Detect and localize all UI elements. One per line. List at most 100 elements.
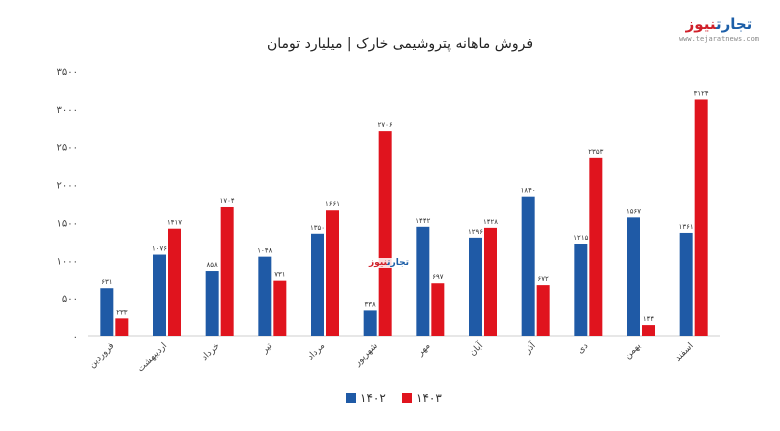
data-label: ۱۶۶۱ <box>325 200 340 208</box>
bar-1402 <box>679 232 693 336</box>
y-tick-label: ۱۰۰۰ <box>57 256 78 267</box>
data-label: ۶۷۲ <box>538 275 550 283</box>
chart-title: فروش ماهانه پتروشیمی خارک | میلیارد توما… <box>267 36 533 52</box>
x-tick-label: فروردین <box>87 341 116 370</box>
category-group: ۱۴۴۲ ۶۹۷ مهر <box>415 217 445 359</box>
bar-1402 <box>574 244 588 336</box>
data-label: ۸۵۸ <box>207 261 219 269</box>
data-label: ۱۰۷۶ <box>152 245 167 253</box>
y-tick-label: ۰ <box>73 332 78 343</box>
watermark-part-a: تجارت <box>387 258 409 268</box>
y-tick-label: ۳۵۰۰ <box>57 67 78 78</box>
brand-logo-part-a: تجارت <box>715 15 753 33</box>
bar-1403 <box>694 99 708 337</box>
x-tick-label: آبان <box>466 339 485 358</box>
legend-label: ۱۴۰۲ <box>360 391 386 405</box>
bar-1403 <box>484 227 497 336</box>
data-label: ۱۲۱۵ <box>573 234 588 242</box>
x-tick-label: مرداد <box>306 341 328 363</box>
category-group: ۱۳۵۰ ۱۶۶۱ مرداد <box>306 200 340 362</box>
bar-1403 <box>642 325 655 336</box>
category-group: ۶۳۱ ۲۳۳ فروردین <box>87 278 129 370</box>
data-label: ۳۱۲۴ <box>694 89 709 97</box>
category-group: ۱۵۶۷ ۱۴۴ بهمن <box>623 207 655 361</box>
brand-logo-part-b: نیوز <box>685 15 716 33</box>
bar-1402 <box>469 237 482 336</box>
x-tick-label: بهمن <box>623 341 643 361</box>
legend-label: ۱۴۰۳ <box>416 391 442 405</box>
bar-1403 <box>326 210 339 336</box>
bar-1402 <box>258 256 272 336</box>
data-label: ۱۴۴ <box>643 315 655 323</box>
bar-1402 <box>153 254 166 336</box>
bar-1403 <box>273 280 287 336</box>
data-label: ۶۳۱ <box>101 278 112 286</box>
y-tick-label: ۱۵۰۰ <box>57 218 78 229</box>
y-tick-label: ۵۰۰ <box>62 294 78 305</box>
bar-1403 <box>589 157 603 336</box>
bar-1403 <box>378 131 392 336</box>
data-label: ۱۳۶۱ <box>679 223 694 231</box>
data-label: ۱۴۴۲ <box>415 217 430 225</box>
y-tick-label: ۲۰۰۰ <box>57 181 78 192</box>
data-label: ۱۲۹۶ <box>468 228 483 236</box>
x-tick-label: تیر <box>259 341 274 356</box>
bar-1402 <box>100 288 114 336</box>
bar-1402 <box>627 217 640 336</box>
data-label: ۷۳۱ <box>274 271 285 279</box>
data-label: ۱۵۶۷ <box>626 207 641 215</box>
x-tick-label: خرداد <box>200 341 222 363</box>
category-group: ۱۰۷۶ ۱۴۱۷ اردیبهشت <box>136 219 182 375</box>
bar-1402 <box>416 226 430 336</box>
category-group: ۱۳۶۱ ۳۱۲۴ اسفند <box>673 89 709 363</box>
bar-1402 <box>205 271 219 336</box>
data-label: ۱۷۰۴ <box>220 197 235 205</box>
brand-logo-url: www.tejaratnews.com <box>678 35 760 43</box>
legend: ۱۴۰۲ ۱۴۰۳ <box>346 391 442 405</box>
category-group: ۸۵۸ ۱۷۰۴ خرداد <box>200 197 235 363</box>
watermark-part-b: نیوز <box>369 258 388 268</box>
legend-item: ۱۴۰۳ <box>402 391 442 405</box>
bar-1403 <box>168 228 181 336</box>
bar-1402 <box>521 196 535 336</box>
data-label: ۱۸۴۰ <box>521 187 536 195</box>
brand-logo: تجارتنیوز www.tejaratnews.com <box>674 14 764 48</box>
bar-1402 <box>363 310 377 336</box>
legend-swatch <box>346 393 356 403</box>
category-group: ۱۰۴۸ ۷۳۱ تیر <box>257 247 287 356</box>
bar-1403 <box>115 318 129 336</box>
y-tick-label: ۳۰۰۰ <box>57 105 78 116</box>
bars-layer: ۶۳۱ ۲۳۳ فروردین ۱۰۷۶ ۱۴۱۷ اردیبهشت ۸۵۸ ۱۷۰۴ خردا… <box>87 89 709 374</box>
category-group: ۱۸۴۰ ۶۷۲ آذر <box>521 187 550 357</box>
data-label: ۱۰۴۸ <box>257 247 272 255</box>
bar-1403 <box>536 285 550 336</box>
x-tick-label: دی <box>576 341 591 356</box>
category-group: ۳۳۸ ۲۷۰۶ شهریور <box>352 121 393 369</box>
data-label: ۳۳۸ <box>365 300 377 308</box>
x-tick-label: اسفند <box>673 341 696 364</box>
bar-1402 <box>311 233 324 336</box>
data-label: ۱۳۵۰ <box>310 224 325 232</box>
bar-1403 <box>220 206 234 336</box>
data-label: ۲۷۰۶ <box>378 121 393 129</box>
data-label: ۶۹۷ <box>432 273 444 281</box>
x-tick-label: شهریور <box>352 341 380 369</box>
legend-swatch <box>402 393 412 403</box>
brand-logo-text: تجارتنیوز <box>674 14 764 34</box>
data-label: ۱۴۲۸ <box>483 218 498 226</box>
data-label: ۲۳۵۳ <box>588 148 603 156</box>
bar-1403 <box>431 283 445 336</box>
x-tick-label: اردیبهشت <box>136 341 169 374</box>
data-label: ۲۳۳ <box>116 308 128 316</box>
y-tick-label: ۲۵۰۰ <box>57 143 78 154</box>
x-tick-label: آذر <box>521 339 538 356</box>
x-tick-label: مهر <box>415 341 433 359</box>
watermark-logo: تجارتنیوز <box>369 258 409 268</box>
legend-item: ۱۴۰۲ <box>346 391 386 405</box>
data-label: ۱۴۱۷ <box>167 219 182 227</box>
axis-layer: ۰ ۵۰۰ ۱۰۰۰ ۱۵۰۰ ۲۰۰۰ ۲۵۰۰ ۳۰۰۰ ۳۵۰۰ <box>57 67 720 343</box>
category-group: ۱۲۱۵ ۲۳۵۳ دی <box>573 148 603 356</box>
